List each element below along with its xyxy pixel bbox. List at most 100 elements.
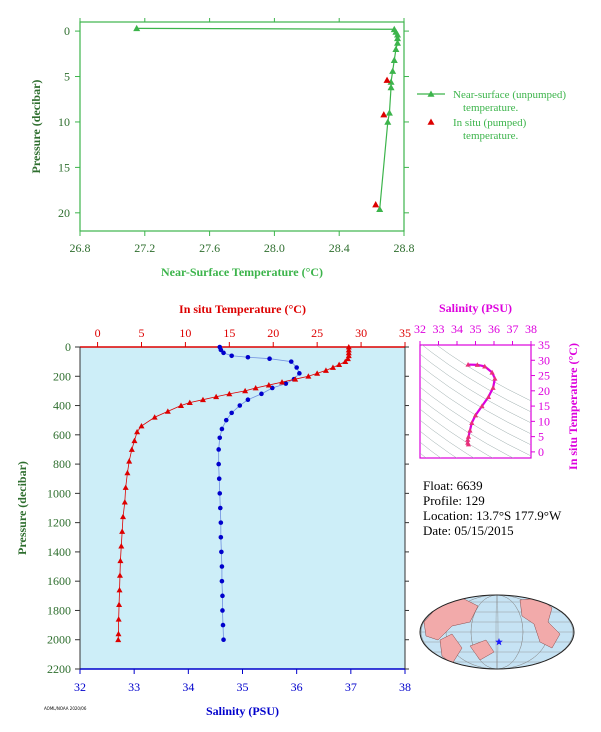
pressure-axis-label: Pressure (decibar) <box>15 461 29 555</box>
near-surface-point <box>389 67 397 74</box>
temp-axis-label: In situ Temperature (°C) <box>179 302 306 316</box>
near-surface-point <box>392 45 400 53</box>
near-surface-point <box>387 83 395 91</box>
legend-label-near-surface: Near-surface (unpumped) temperature. <box>453 89 566 114</box>
pressure-tick-label: 0 <box>65 340 71 354</box>
sal-tick-label: 34 <box>182 680 194 694</box>
ts-x-tick-label: 37 <box>507 322 519 336</box>
temperature-point <box>164 408 171 414</box>
temperature-point <box>116 586 123 593</box>
sal-tick-label: 33 <box>128 680 140 694</box>
temperature-point <box>322 367 329 373</box>
y-tick-label: 15 <box>58 160 70 174</box>
ts-y-tick-label: 5 <box>538 430 544 444</box>
pressure-tick-label: 200 <box>53 369 71 383</box>
temperature-point <box>213 393 220 400</box>
ts-frame <box>419 344 532 459</box>
temperature-point <box>345 349 352 356</box>
temperature-point <box>128 446 135 452</box>
temperature-point <box>279 379 286 385</box>
ts-y-tick-label: 35 <box>538 338 550 352</box>
ts-point <box>465 361 471 367</box>
float-location: Location: 13.7°S 177.9°W <box>423 508 562 523</box>
ts-point <box>467 427 473 433</box>
ts-y-tick-label: 0 <box>538 445 544 459</box>
temperature-point <box>119 528 126 534</box>
x-tick-label: 28.8 <box>394 241 415 255</box>
in-situ-point <box>372 201 380 208</box>
ts-point <box>489 369 495 375</box>
ts-point <box>472 412 479 418</box>
profile-chart: 0 5 10 15 20 25 30 35 32 33 34 35 36 37 38 0 200 400 600 80… <box>15 302 411 718</box>
x-axis-label: Near-Surface Temperature (°C) <box>161 265 323 279</box>
profile-number: Profile: 129 <box>423 493 485 508</box>
temp-tick-label: 5 <box>138 326 144 340</box>
near-surface-point <box>387 78 395 85</box>
temp-tick-label: 25 <box>311 326 323 340</box>
density-contour <box>420 386 531 457</box>
sal-tick-label: 36 <box>291 680 303 694</box>
pressure-tick-label: 2200 <box>47 662 71 676</box>
temperature-point <box>124 469 131 476</box>
temp-tick-label: 35 <box>399 326 411 340</box>
near-surface-chart: 26.8 27.2 27.6 28.0 28.4 28.8 0 5 10 15 20 Near-Sur… <box>29 18 415 279</box>
plot-background <box>80 347 405 669</box>
temperature-point <box>117 557 124 564</box>
temperature-point <box>115 636 122 643</box>
salinity-point <box>219 549 224 555</box>
pressure-tick-label: 1200 <box>47 516 71 530</box>
float-location-star-icon <box>495 638 503 646</box>
temperature-point <box>344 355 351 362</box>
pressure-tick-label: 1600 <box>47 574 71 588</box>
sal-tick-label: 37 <box>345 680 357 694</box>
pressure-tick-label: 400 <box>53 399 71 413</box>
ts-x-tick-label: 36 <box>488 322 500 336</box>
ts-point <box>492 375 498 381</box>
ts-x-tick-label: 34 <box>451 322 463 336</box>
temperature-point <box>242 387 249 394</box>
footer-code: AOML/NOAA 2020/06 <box>44 706 87 711</box>
x-tick-label: 27.2 <box>134 241 155 255</box>
salinity-point <box>219 564 225 569</box>
temperature-point <box>118 543 125 549</box>
temperature-point <box>120 513 127 520</box>
ts-y-tick-label: 15 <box>538 399 550 413</box>
ts-x-tick-label: 35 <box>470 322 482 336</box>
near-surface-point <box>394 39 402 46</box>
legend-red-marker <box>427 118 435 125</box>
temp-tick-label: 0 <box>95 326 101 340</box>
temperature-point <box>265 382 272 388</box>
profile-date: Date: 05/15/2015 <box>423 523 514 538</box>
ts-y-axis-label: In situ Temperature (°C) <box>566 343 580 470</box>
salinity-point <box>229 353 234 359</box>
temperature-point <box>199 396 206 403</box>
ts-point <box>465 441 472 447</box>
temp-tick-label: 15 <box>223 326 235 340</box>
x-tick-label: 26.8 <box>70 241 91 255</box>
temperature-point <box>345 346 352 353</box>
salinity-point <box>221 637 226 643</box>
ts-point <box>482 363 488 369</box>
near-surface-point <box>394 31 402 38</box>
salinity-point <box>245 354 251 360</box>
temperature-point <box>131 437 138 444</box>
pressure-tick-label: 2000 <box>47 633 71 647</box>
near-surface-point <box>133 24 141 32</box>
density-contour <box>420 419 475 458</box>
density-contour <box>420 353 531 424</box>
near-surface-point <box>390 56 398 63</box>
x-tick-label: 27.6 <box>199 241 220 255</box>
density-contour <box>420 375 531 446</box>
ts-y-tick-label: 20 <box>538 384 550 398</box>
ts-point <box>490 385 496 390</box>
sal-tick-label: 38 <box>399 680 411 694</box>
temperature-point <box>329 364 336 370</box>
salinity-point <box>216 447 221 452</box>
density-contour <box>421 345 531 413</box>
y-tick-label: 5 <box>64 70 70 84</box>
sal-axis-label: Salinity (PSU) <box>206 704 279 718</box>
temperature-point <box>122 484 129 490</box>
salinity-point <box>221 350 226 356</box>
near-surface-point <box>384 118 392 125</box>
ts-y-tick-label: 30 <box>538 353 550 367</box>
